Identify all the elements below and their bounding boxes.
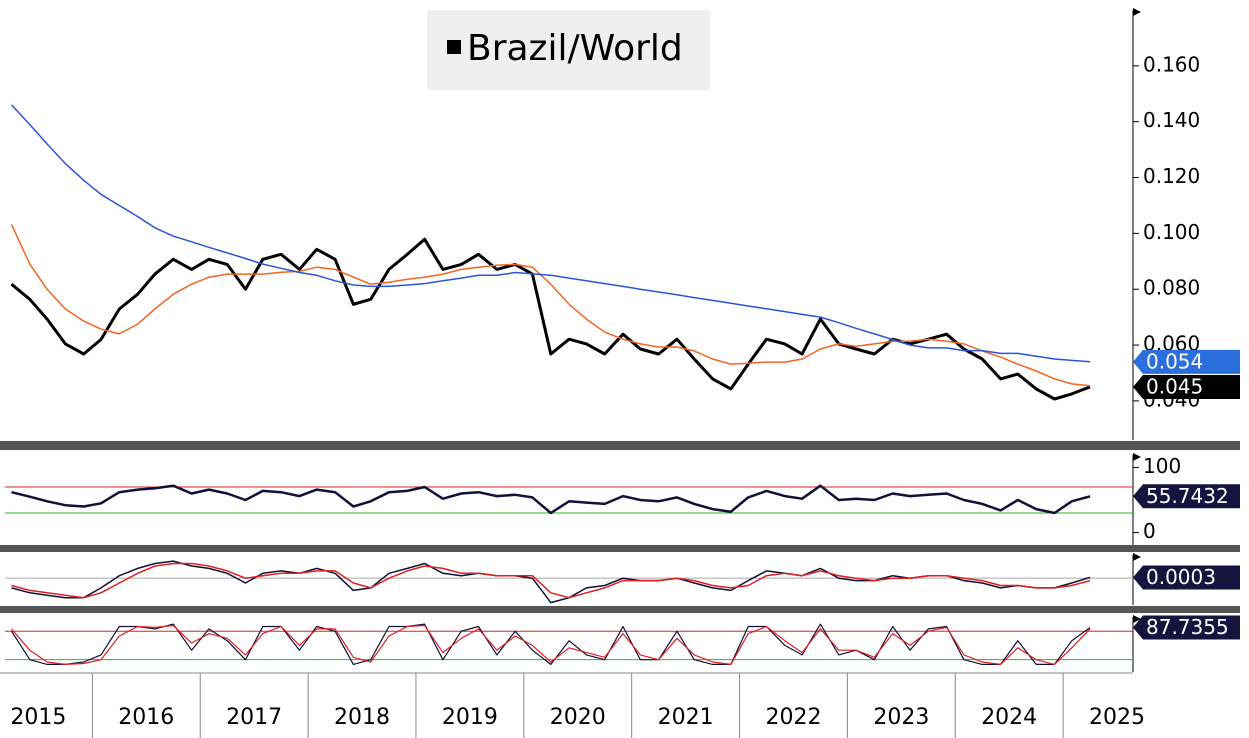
y-tick-label: 0.100 xyxy=(1143,220,1200,244)
x-tick-label: 2024 xyxy=(981,705,1037,730)
value-tag-label: 0.054 xyxy=(1146,349,1203,373)
value-tag-label: 87.7355 xyxy=(1146,615,1229,639)
value-tag-bg xyxy=(1133,615,1240,640)
legend: Brazil/World xyxy=(427,10,710,90)
x-tick-label: 2019 xyxy=(442,705,498,730)
value-tag: 0.054 xyxy=(1133,349,1240,374)
x-tick-label: 2025 xyxy=(1089,705,1145,730)
value-tag-bg xyxy=(1133,565,1240,590)
value-tag-label: 55.7432 xyxy=(1146,484,1229,508)
axis-arrow xyxy=(1133,8,1141,16)
y-tick-label: 0.140 xyxy=(1143,108,1200,132)
x-tick-label: 2022 xyxy=(765,705,821,730)
series-line xyxy=(10,237,1091,401)
legend-box xyxy=(427,10,710,90)
value-tag: 0.045 xyxy=(1133,374,1240,399)
y-tick-label: 0.160 xyxy=(1143,52,1200,76)
value-tag-label: 0.0003 xyxy=(1146,565,1216,589)
x-tick-label: 2021 xyxy=(658,705,714,730)
series-line xyxy=(11,562,1091,599)
x-tick-label: 2015 xyxy=(10,705,66,730)
panel-divider xyxy=(0,545,1240,552)
panel-divider xyxy=(0,441,1240,450)
value-tag: 0.0003 xyxy=(1133,565,1240,590)
series-line xyxy=(10,104,1091,363)
y-tick-label: 0.080 xyxy=(1143,276,1200,300)
x-tick-label: 2023 xyxy=(873,705,929,730)
value-tag: 87.7355 xyxy=(1133,615,1240,640)
value-tag-bg xyxy=(1133,374,1240,399)
series-line xyxy=(10,623,1091,665)
series-line xyxy=(11,624,1091,665)
legend-label: Brazil/World xyxy=(467,28,683,69)
x-tick-label: 2020 xyxy=(550,705,606,730)
series-line xyxy=(11,484,1091,515)
value-tag: 55.7432 xyxy=(1133,484,1240,509)
series-line xyxy=(10,224,1091,387)
value-tag-bg xyxy=(1133,349,1240,374)
axis-arrow xyxy=(1133,453,1141,461)
axis-arrow xyxy=(1133,615,1141,623)
x-tick-label: 2016 xyxy=(118,705,174,730)
value-tag-bg xyxy=(1133,484,1240,509)
legend-swatch xyxy=(447,40,461,54)
value-tag-label: 0.045 xyxy=(1146,374,1203,398)
x-tick-label: 2018 xyxy=(334,705,390,730)
axis-arrow xyxy=(1133,553,1141,561)
y-tick-label: 100 xyxy=(1143,454,1181,478)
y-tick-label: 0.120 xyxy=(1143,164,1200,188)
x-tick-label: 2017 xyxy=(226,705,282,730)
y-tick-label: 0 xyxy=(1143,519,1156,543)
panel-divider xyxy=(0,606,1240,613)
